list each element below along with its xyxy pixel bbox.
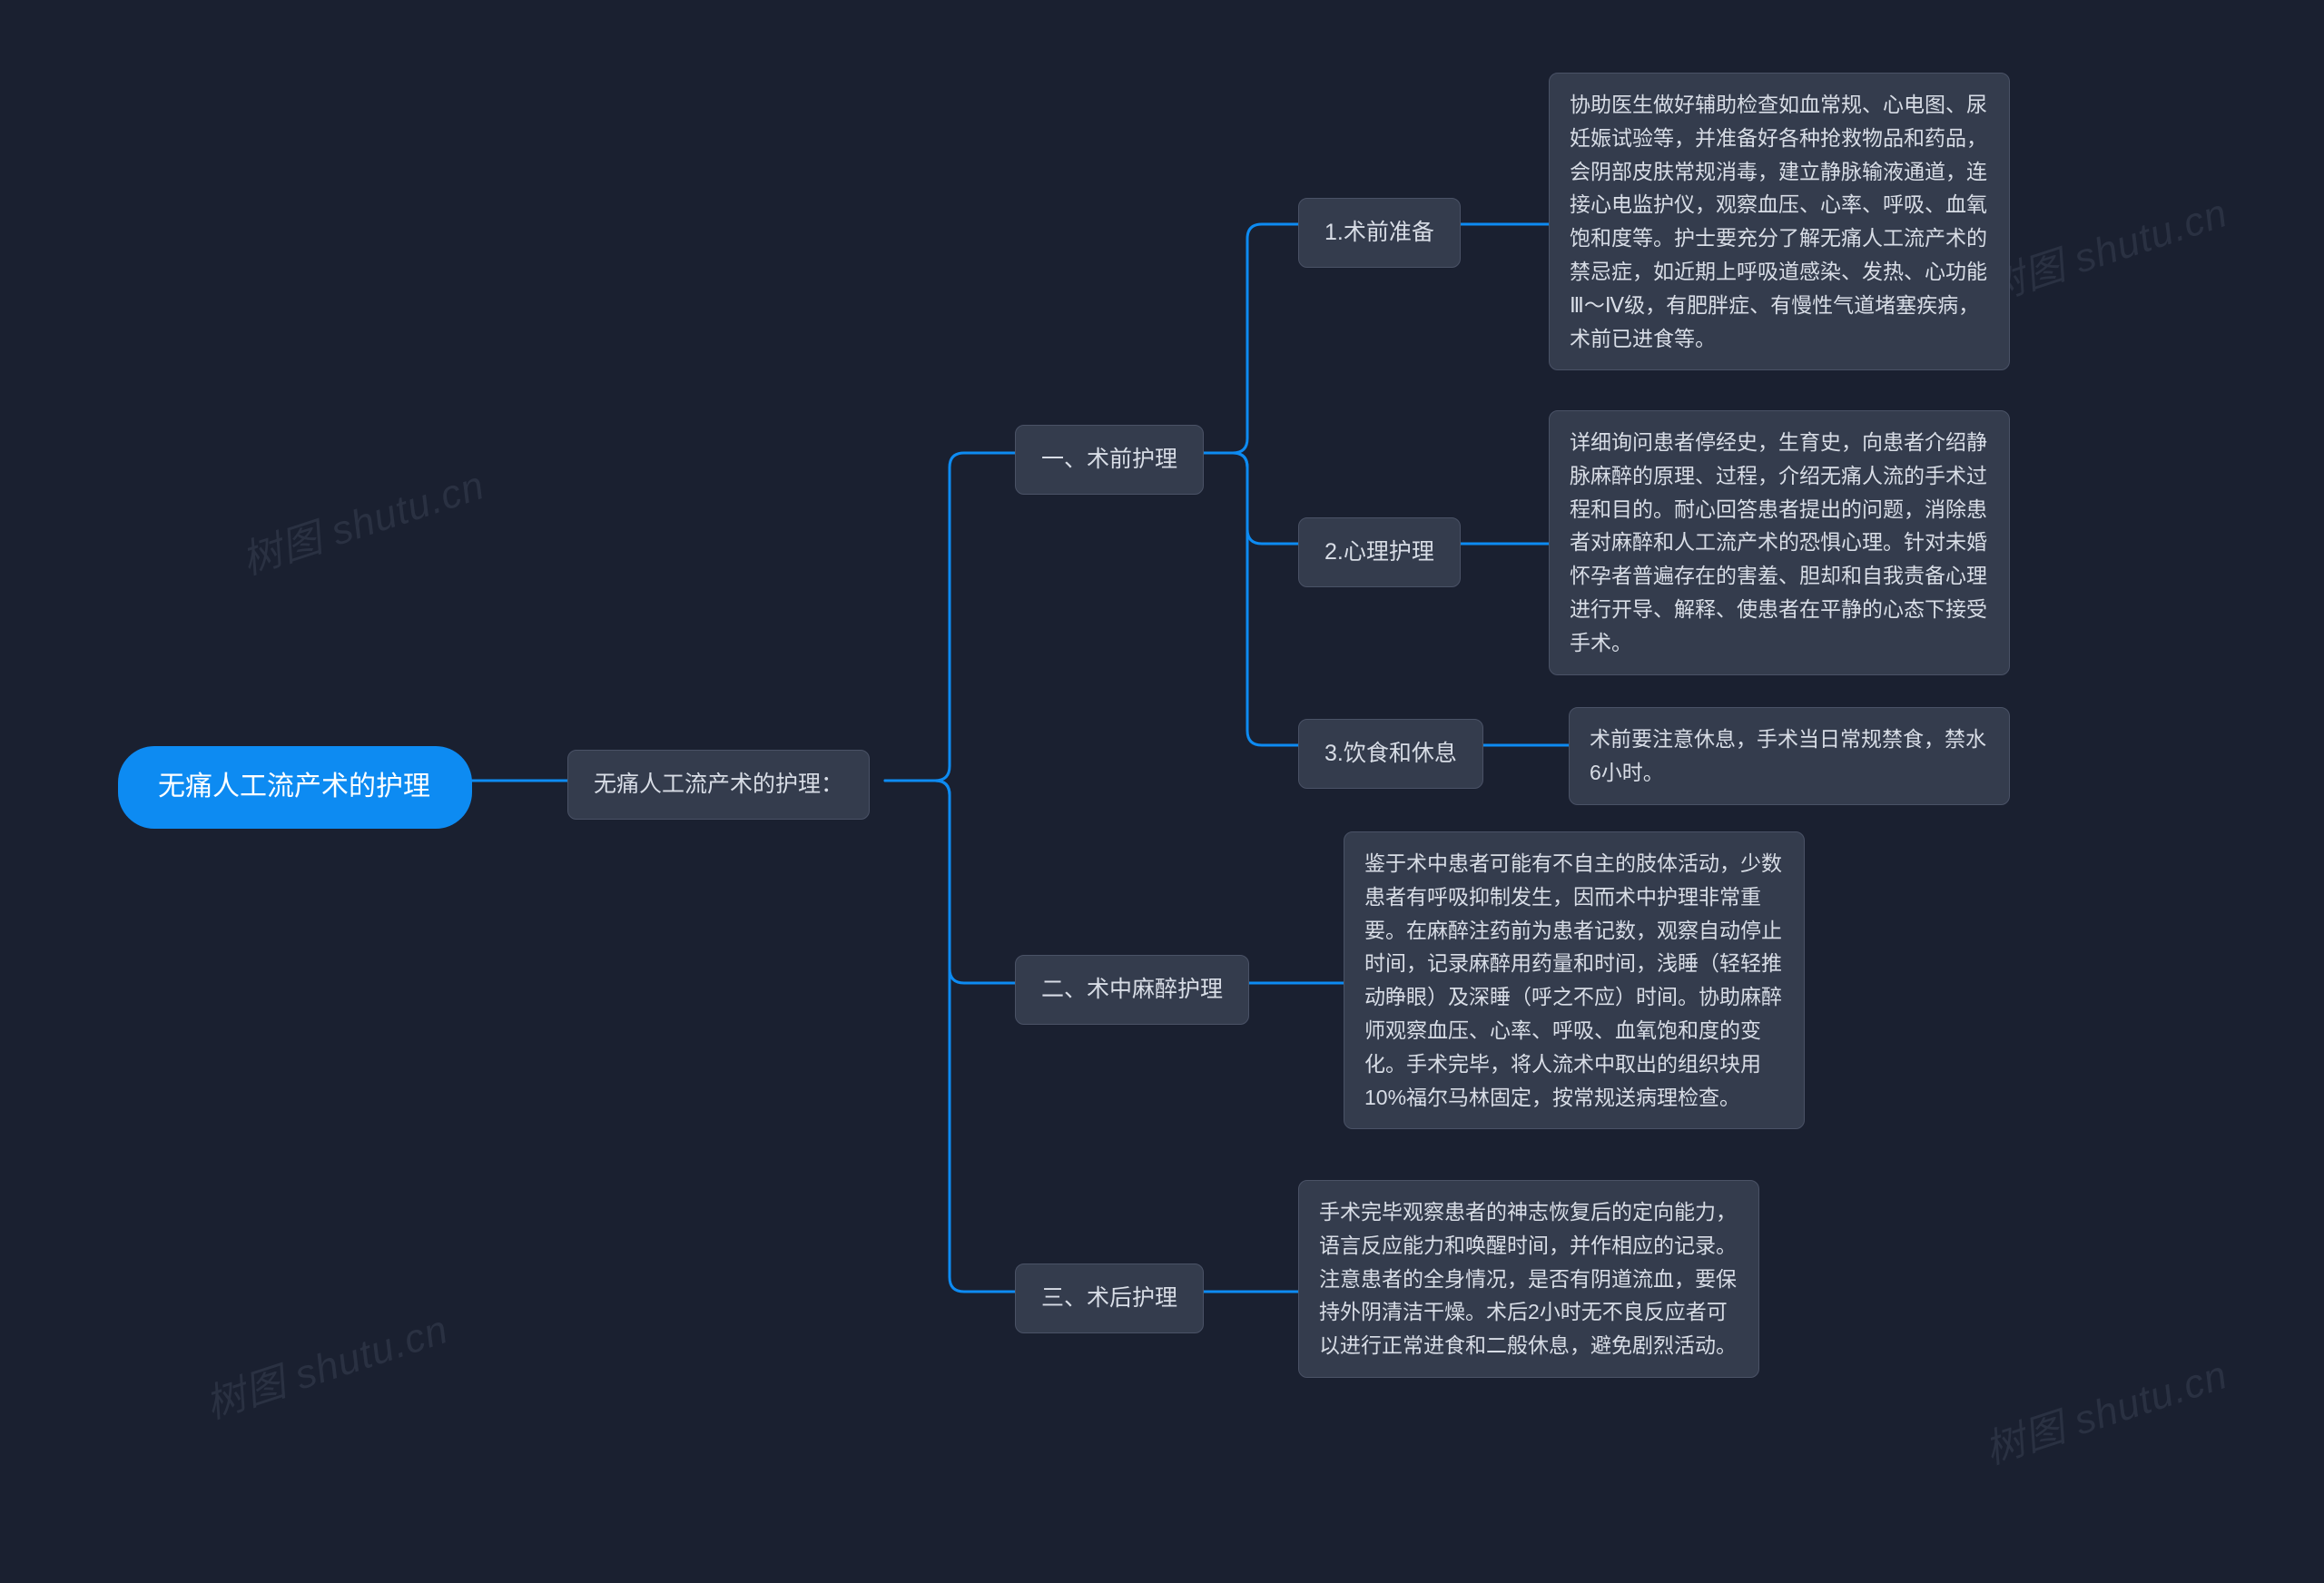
detail-node[interactable]: 协助医生做好辅助检查如血常规、心电图、尿妊娠试验等，并准备好各种抢救物品和药品，… — [1549, 73, 2010, 370]
subsection-node[interactable]: 2.心理护理 — [1298, 517, 1461, 587]
level1-node[interactable]: 无痛人工流产术的护理： — [567, 750, 870, 820]
detail-node[interactable]: 术前要注意休息，手术当日常规禁食，禁水6小时。 — [1569, 707, 2010, 805]
section-node[interactable]: 三、术后护理 — [1015, 1263, 1204, 1333]
detail-node[interactable]: 手术完毕观察患者的神志恢复后的定向能力，语言反应能力和唤醒时间，并作相应的记录。… — [1298, 1180, 1759, 1378]
watermark: 树图 shutu.cn — [197, 1297, 455, 1431]
detail-node[interactable]: 鉴于术中患者可能有不自主的肢体活动，少数患者有呼吸抑制发生，因而术中护理非常重要… — [1344, 831, 1805, 1129]
subsection-node[interactable]: 1.术前准备 — [1298, 198, 1461, 268]
section-node[interactable]: 二、术中麻醉护理 — [1015, 955, 1249, 1025]
root-node[interactable]: 无痛人工流产术的护理 — [118, 746, 472, 829]
watermark: 树图 shutu.cn — [233, 453, 491, 586]
detail-node[interactable]: 详细询问患者停经史，生育史，向患者介绍静脉麻醉的原理、过程，介绍无痛人流的手术过… — [1549, 410, 2010, 675]
section-node[interactable]: 一、术前护理 — [1015, 425, 1204, 495]
subsection-node[interactable]: 3.饮食和休息 — [1298, 719, 1483, 789]
mindmap-canvas: 树图 shutu.cn 树图 shutu.cn 树图 shutu.cn 树图 s… — [0, 0, 2324, 1583]
watermark: 树图 shutu.cn — [1976, 1342, 2234, 1476]
watermark: 树图 shutu.cn — [1976, 181, 2234, 314]
